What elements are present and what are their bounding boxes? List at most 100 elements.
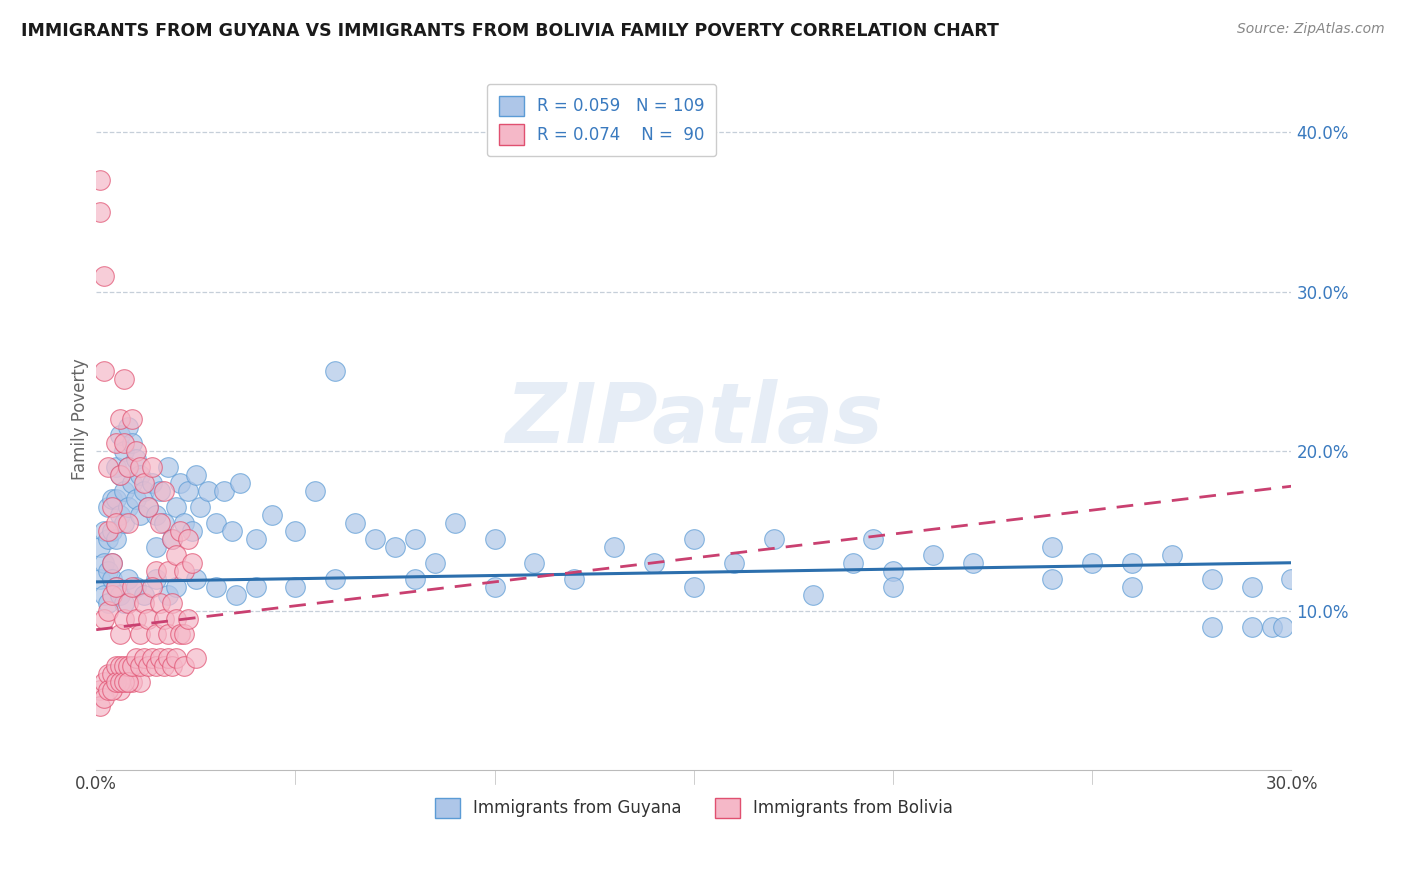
Point [723,556,745,570]
Point [188,500,211,514]
Point [101,667,124,681]
Point [145,627,167,641]
Point [132,483,155,498]
Point [165,548,187,562]
Point [156,564,179,578]
Point [160,532,183,546]
Point [117,460,139,475]
Point [121,659,143,673]
Point [112,675,135,690]
Point [801,588,824,602]
Point [1201,619,1223,633]
Point [141,651,163,665]
Point [121,476,143,491]
Point [108,468,131,483]
Point [225,588,247,602]
Point [97,500,120,514]
Point [160,532,183,546]
Point [101,588,124,602]
Point [108,428,131,442]
Point [89,699,111,714]
Point [97,564,120,578]
Point [121,436,143,450]
Point [180,556,202,570]
Point [101,556,124,570]
Point [112,483,135,498]
Point [108,659,131,673]
Point [97,683,120,698]
Point [105,675,128,690]
Point [160,659,183,673]
Point [97,667,120,681]
Point [1121,580,1143,594]
Point [97,524,120,538]
Point [89,205,111,219]
Point [121,412,143,426]
Point [136,500,159,514]
Point [112,659,135,673]
Point [101,524,124,538]
Point [145,564,167,578]
Point [121,580,143,594]
Point [212,483,235,498]
Point [108,683,131,698]
Point [1081,556,1104,570]
Point [197,483,219,498]
Point [177,532,200,546]
Point [284,580,307,594]
Point [145,508,167,522]
Point [443,516,465,530]
Point [125,452,148,467]
Point [149,596,172,610]
Point [173,627,195,641]
Point [169,524,191,538]
Point [108,675,131,690]
Point [1201,572,1223,586]
Point [117,460,139,475]
Point [97,603,120,617]
Point [105,532,128,546]
Point [180,524,202,538]
Point [177,483,200,498]
Point [153,611,176,625]
Point [1272,619,1295,633]
Point [344,516,367,530]
Point [93,556,115,570]
Point [132,651,155,665]
Point [108,508,131,522]
Point [93,268,115,283]
Point [101,491,124,506]
Point [882,564,904,578]
Point [404,532,426,546]
Point [129,627,152,641]
Point [121,675,143,690]
Point [842,556,865,570]
Point [129,460,152,475]
Text: ZIPatlas: ZIPatlas [505,379,883,459]
Point [105,580,128,594]
Point [284,524,307,538]
Point [184,572,207,586]
Point [304,483,326,498]
Text: Source: ZipAtlas.com: Source: ZipAtlas.com [1237,22,1385,37]
Point [169,476,191,491]
Point [1042,540,1064,554]
Point [101,500,124,514]
Point [117,572,139,586]
Point [153,516,176,530]
Point [112,436,135,450]
Point [125,580,148,594]
Point [101,572,124,586]
Point [129,675,152,690]
Point [93,691,115,706]
Point [112,372,135,386]
Point [323,572,346,586]
Point [108,588,131,602]
Point [184,651,207,665]
Point [149,483,172,498]
Point [160,596,183,610]
Point [117,420,139,434]
Point [108,412,131,426]
Point [141,460,163,475]
Point [89,683,111,698]
